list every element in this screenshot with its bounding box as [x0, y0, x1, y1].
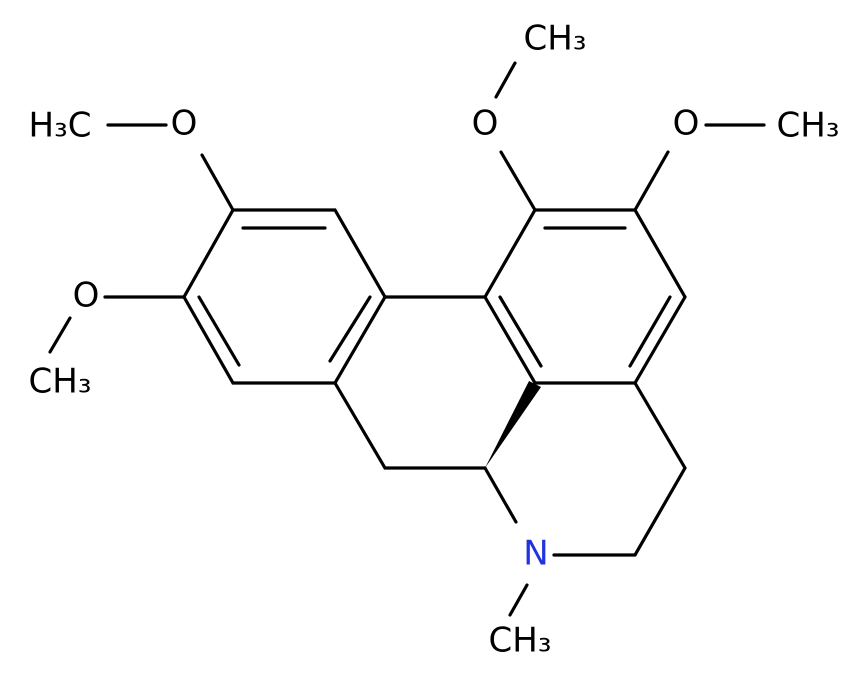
atom-label: CH₃: [524, 19, 587, 59]
atom-labels: H₃C O O CH₃ O CH₃ O CH₃ N CH₃: [29, 19, 840, 661]
atom-label: O: [472, 104, 499, 144]
atom-label: H₃C: [29, 106, 92, 146]
wedge-bond: [485, 381, 541, 468]
atom-label: CH₃: [489, 621, 552, 661]
atom-label: CH₃: [777, 106, 840, 146]
atom-label: O: [73, 276, 100, 316]
atom-label: N: [523, 534, 548, 574]
bonds: [48, 61, 766, 617]
atom-label: CH₃: [29, 362, 92, 402]
atom-label: O: [673, 104, 700, 144]
atom-label: O: [171, 104, 198, 144]
